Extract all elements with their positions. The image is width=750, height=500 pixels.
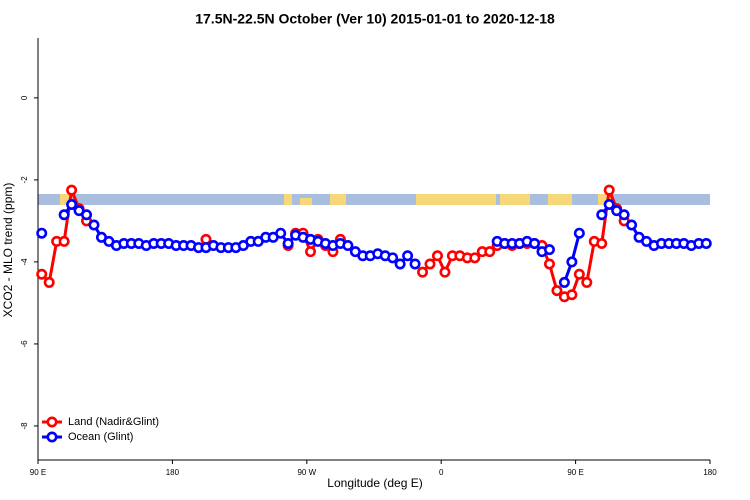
- point: [603, 199, 615, 211]
- y-tick-label: -4: [20, 258, 29, 266]
- point: [58, 209, 70, 221]
- x-tick-label: 90 E: [567, 468, 583, 477]
- point: [469, 252, 481, 264]
- point: [573, 227, 585, 239]
- y-tick-label: -2: [20, 176, 29, 184]
- point: [566, 289, 578, 301]
- x-tick-label: 90 E: [30, 468, 46, 477]
- x-axis-label: Longitude (deg E): [327, 476, 422, 490]
- point: [66, 199, 78, 211]
- point: [417, 266, 429, 278]
- point: [282, 237, 294, 249]
- point: [439, 266, 451, 278]
- point: [543, 258, 555, 270]
- point: [431, 250, 443, 262]
- point: [387, 252, 399, 264]
- point: [558, 276, 570, 288]
- point: [596, 237, 608, 249]
- point: [700, 237, 712, 249]
- point: [43, 276, 55, 288]
- x-tick-label: 180: [166, 468, 180, 477]
- point: [402, 250, 414, 262]
- y-tick-label: 0: [20, 95, 29, 100]
- point: [394, 258, 406, 270]
- x-tick-label: 90 W: [297, 468, 316, 477]
- point: [305, 246, 317, 258]
- point: [581, 276, 593, 288]
- point: [81, 209, 93, 221]
- legend-label: Land (Nadir&Glint): [68, 416, 159, 428]
- point: [573, 268, 585, 280]
- point: [409, 258, 421, 270]
- legend-label: Ocean (Glint): [68, 431, 133, 443]
- point: [551, 285, 563, 297]
- chart-title: 17.5N-22.5N October (Ver 10) 2015-01-01 …: [195, 11, 555, 27]
- point: [88, 219, 100, 231]
- point: [275, 227, 287, 239]
- y-axis-label: XCO2 - MLO trend (ppm): [1, 183, 15, 318]
- point: [626, 219, 638, 231]
- point: [484, 246, 496, 258]
- land-mask-strip: [38, 194, 710, 205]
- point: [603, 184, 615, 196]
- point: [618, 209, 630, 221]
- point: [66, 184, 78, 196]
- x-tick-label: 0: [439, 468, 444, 477]
- point: [543, 244, 555, 256]
- point: [596, 209, 608, 221]
- point: [36, 227, 48, 239]
- legend-marker: [46, 431, 58, 443]
- point: [529, 237, 541, 249]
- point: [342, 240, 354, 252]
- y-tick-label: -8: [20, 422, 29, 430]
- point: [36, 268, 48, 280]
- point: [566, 256, 578, 268]
- point: [424, 258, 436, 270]
- point: [58, 235, 70, 247]
- y-tick-label: -6: [20, 340, 29, 348]
- legend-marker: [46, 416, 58, 428]
- x-tick-label: 180: [703, 468, 717, 477]
